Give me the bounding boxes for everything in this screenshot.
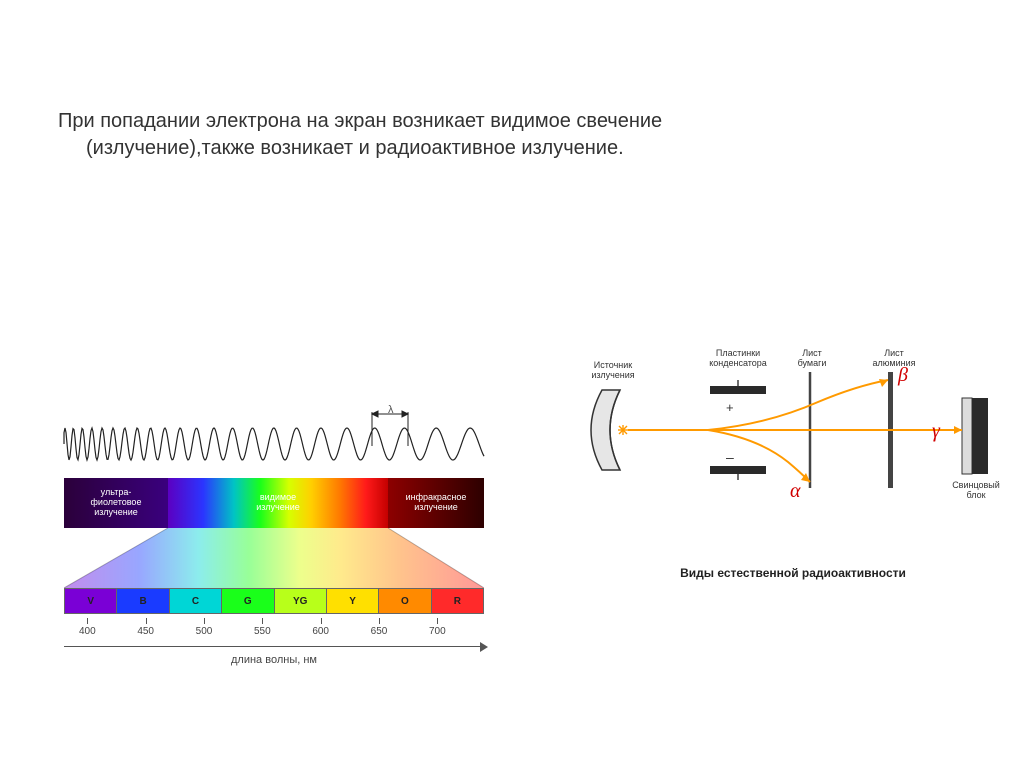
label-capacitor: Пластинкиконденсатора xyxy=(702,348,774,369)
axis-arrow xyxy=(480,642,488,652)
axis-tick xyxy=(321,618,322,624)
color-cell-R: R xyxy=(432,589,483,613)
alpha-symbol: α xyxy=(790,480,801,503)
axis-tick-label: 500 xyxy=(196,626,213,637)
color-cell-V: V xyxy=(65,589,117,613)
spectrum-diagram: λ ультра-фиолетовоеизлучение видимоеизлу… xyxy=(50,400,510,720)
svg-text:–: – xyxy=(726,449,734,465)
color-cell-B: B xyxy=(117,589,169,613)
axis-tick-label: 550 xyxy=(254,626,271,637)
segment-visible: видимоеизлучение xyxy=(168,478,388,528)
axis-tick xyxy=(204,618,205,624)
color-bar: VBCGYGYOR xyxy=(64,588,484,614)
main-text: При попадании электрона на экран возника… xyxy=(58,108,878,162)
beta-symbol: β xyxy=(898,364,908,387)
axis-tick xyxy=(146,618,147,624)
axis-tick-label: 400 xyxy=(79,626,96,637)
wave-svg xyxy=(50,400,498,470)
segment-ir-label: инфракрасноеизлучение xyxy=(393,493,479,513)
axis-tick-label: 700 xyxy=(429,626,446,637)
segment-uv-label: ультра-фиолетовоеизлучение xyxy=(69,488,163,518)
axis-tick xyxy=(379,618,380,624)
label-source: Источникизлучения xyxy=(584,360,642,381)
axis-tick xyxy=(437,618,438,624)
axis-tick-label: 450 xyxy=(137,626,154,637)
text-line2: (излучение),также возникает и радиоактив… xyxy=(58,135,878,162)
color-cell-G: G xyxy=(222,589,274,613)
radioactivity-diagram: + – Источникизлучения Пластинкиконденсат… xyxy=(588,320,998,580)
axis-title: длина волны, нм xyxy=(50,654,498,666)
svg-text:+: + xyxy=(726,400,734,415)
axis-tick-label: 650 xyxy=(371,626,388,637)
text-line1: При попадании электрона на экран возника… xyxy=(58,110,662,132)
color-cell-Y: Y xyxy=(327,589,379,613)
spectrum-bar: ультра-фиолетовоеизлучение видимоеизлуче… xyxy=(64,478,484,528)
radio-caption: Виды естественной радиоактивности xyxy=(588,566,998,580)
axis-tick xyxy=(262,618,263,624)
wavelength-axis: 400 450 500 550 600 650 700 xyxy=(64,618,484,638)
axis-tick xyxy=(87,618,88,624)
color-cell-YG: YG xyxy=(275,589,327,613)
projection-lines xyxy=(64,528,484,588)
color-cell-C: C xyxy=(170,589,222,613)
label-aluminum: Листалюминия xyxy=(866,348,922,369)
gamma-symbol: γ xyxy=(932,420,940,443)
color-cell-O: O xyxy=(379,589,431,613)
axis-line xyxy=(64,646,484,647)
label-paper: Листбумаги xyxy=(788,348,836,369)
segment-uv: ультра-фиолетовоеизлучение xyxy=(64,478,168,528)
lambda-label: λ xyxy=(388,404,394,416)
label-lead: Свинцовыйблок xyxy=(948,480,1004,501)
segment-ir: инфракрасноеизлучение xyxy=(388,478,484,528)
axis-tick-label: 600 xyxy=(312,626,329,637)
segment-vis-label: видимоеизлучение xyxy=(179,493,377,513)
